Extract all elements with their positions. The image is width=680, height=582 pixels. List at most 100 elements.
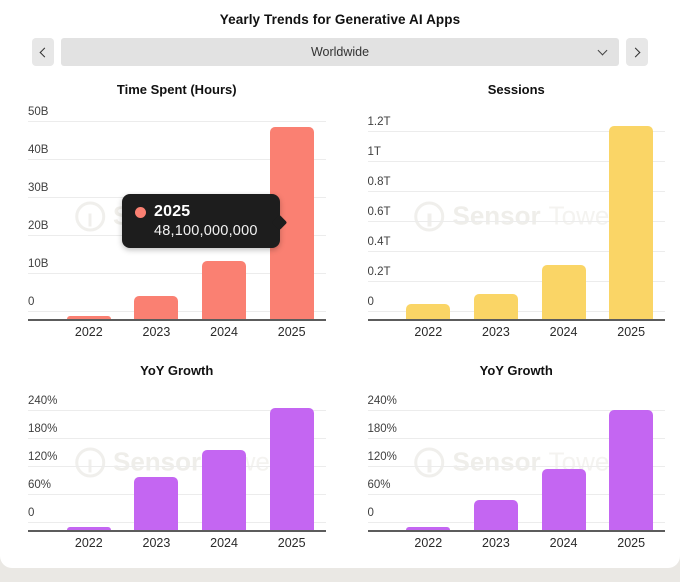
page-title: Yearly Trends for Generative AI Apps xyxy=(219,12,461,27)
gridline xyxy=(367,191,665,192)
x-axis-label-2022: 2022 xyxy=(414,325,443,339)
chevron-right-icon xyxy=(630,47,641,57)
x-axis-label-2025: 2025 xyxy=(277,325,306,339)
tooltip: 2025 48,100,000,000 xyxy=(122,194,288,248)
x-axis-label-2025: 2025 xyxy=(617,325,646,339)
x-axis-labels: 2022 2023 2024 2025 xyxy=(55,325,326,341)
x-axis-line xyxy=(28,319,326,321)
x-axis-label-2022: 2022 xyxy=(74,325,103,339)
y-axis-tick-label: 0.2T xyxy=(367,265,391,278)
bar-slot xyxy=(597,125,665,319)
chevron-down-icon xyxy=(597,45,608,56)
x-axis-label-2022: 2022 xyxy=(74,536,103,550)
y-axis-tick-label: 40B xyxy=(28,143,49,156)
chart-title: Sessions xyxy=(487,82,545,97)
y-axis-tick-label: 180% xyxy=(367,422,397,435)
chevron-left-icon xyxy=(39,47,50,57)
gridline xyxy=(28,438,326,439)
gridline xyxy=(367,281,665,282)
x-axis-label-2024: 2024 xyxy=(549,325,578,339)
tooltip-value: 48,100,000,000 xyxy=(154,223,258,239)
y-axis-tick-label: 30B xyxy=(28,181,49,194)
bar-slot xyxy=(395,304,463,319)
gridline xyxy=(28,121,326,122)
y-axis-tick-label: 0 xyxy=(28,295,35,308)
gridline xyxy=(367,438,665,439)
gridline xyxy=(28,466,326,467)
bar-2024[interactable] xyxy=(541,265,586,319)
next-region-button[interactable] xyxy=(626,38,648,66)
gridline xyxy=(28,273,326,274)
bar-2023[interactable] xyxy=(473,293,518,319)
region-select-value: Worldwide xyxy=(310,45,370,59)
chart-time-spent: Time Spent (Hours) Sensor Tower 2025 48,… xyxy=(28,76,326,341)
plot-area-sessions: Sensor Tower 0 0.2T 0.4T 0.6T 0.8T 1T 1.2T xyxy=(367,111,666,321)
chart-sessions: Sessions Sensor Tower 0 0.2T 0.4T 0.6T 0.8T 1… xyxy=(367,76,666,341)
plot-area-time-spent: Sensor Tower 2025 48,100,000,000 010B20B… xyxy=(28,106,326,321)
bars-layer xyxy=(55,392,326,530)
bar-slot xyxy=(123,476,191,530)
bar-slot xyxy=(395,527,463,530)
region-selector-row: Worldwide xyxy=(32,38,648,66)
x-axis-label-2022: 2022 xyxy=(414,536,443,550)
x-axis-label-2023: 2023 xyxy=(142,325,171,339)
bar-2022[interactable] xyxy=(66,527,111,530)
bar-slot xyxy=(55,316,123,319)
bar-slot xyxy=(123,295,191,319)
bar-slot xyxy=(258,407,326,530)
y-axis-tick-label: 60% xyxy=(28,478,52,491)
y-axis-tick-label: 0 xyxy=(367,295,374,308)
bars-layer xyxy=(395,111,666,319)
gridline xyxy=(367,466,665,467)
bar-2022[interactable] xyxy=(66,316,111,319)
bar-slot xyxy=(530,265,598,319)
tooltip-year: 2025 xyxy=(154,203,191,220)
chart-yoy-growth-sessions: YoY Growth Sensor Tower 0 60% 120% 180% 240%… xyxy=(367,357,665,552)
y-axis-tick-label: 0.8T xyxy=(367,175,391,188)
chart-title: Time Spent (Hours) xyxy=(116,82,237,97)
chart-yoy-growth-time-spent: YoY Growth Sensor Tower 060%120%180%240%… xyxy=(28,357,326,552)
bar-2024[interactable] xyxy=(202,450,247,530)
x-axis-labels: 2022 2023 2024 2025 xyxy=(395,325,666,341)
bar-2024[interactable] xyxy=(202,261,247,319)
y-axis-tick-label: 1.2T xyxy=(367,115,391,128)
bar-2024[interactable] xyxy=(541,468,586,530)
x-axis-label-2024: 2024 xyxy=(210,536,238,550)
y-axis-tick-label: 240% xyxy=(367,394,397,407)
bar-2022[interactable] xyxy=(406,527,451,530)
y-axis-tick-label: 180% xyxy=(28,422,58,435)
dashboard-card: Yearly Trends for Generative AI Apps Wor… xyxy=(0,0,680,568)
chart-title: YoY Growth xyxy=(140,363,214,378)
y-axis-tick-label: 20B xyxy=(28,219,49,232)
bar-2023[interactable] xyxy=(473,499,518,530)
bar-slot xyxy=(462,293,530,319)
charts-grid: Time Spent (Hours) Sensor Tower 2025 48,… xyxy=(0,76,680,552)
bar-slot xyxy=(55,527,123,530)
bar-2022[interactable] xyxy=(406,304,451,319)
y-axis-tick-label: 1T xyxy=(367,145,381,158)
bar-2025[interactable] xyxy=(609,410,654,530)
x-axis-label-2025: 2025 xyxy=(617,536,646,550)
bar-2023[interactable] xyxy=(134,295,179,319)
y-axis-tick-label: 120% xyxy=(367,450,397,463)
x-axis-label-2023: 2023 xyxy=(482,536,510,550)
bar-slot xyxy=(190,450,258,530)
chart-title: YoY Growth xyxy=(479,363,553,378)
gridline xyxy=(367,221,665,222)
gridline xyxy=(367,251,665,252)
tooltip-header: 2025 xyxy=(135,203,268,221)
bar-slot xyxy=(190,261,258,319)
previous-region-button[interactable] xyxy=(32,38,54,66)
x-axis-labels: 2022 2023 2024 2025 xyxy=(55,536,326,552)
bar-2025[interactable] xyxy=(269,407,314,530)
gridline xyxy=(367,410,665,411)
gridline xyxy=(367,131,665,132)
x-axis-label-2024: 2024 xyxy=(549,536,578,550)
y-axis-tick-label: 120% xyxy=(28,450,58,463)
bar-2025[interactable] xyxy=(609,125,654,319)
y-axis-tick-label: 0.6T xyxy=(367,205,391,218)
region-select[interactable]: Worldwide xyxy=(61,38,619,66)
bar-slot xyxy=(597,410,665,530)
gridline xyxy=(367,161,665,162)
bar-2023[interactable] xyxy=(134,476,179,530)
